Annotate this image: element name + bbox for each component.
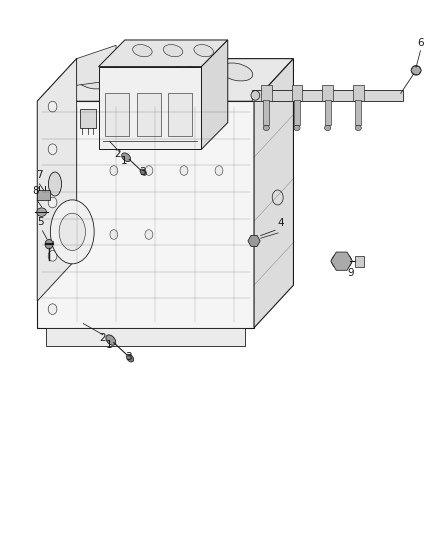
Text: 1: 1 [121, 157, 127, 166]
Text: 5: 5 [37, 217, 44, 227]
Ellipse shape [140, 169, 146, 175]
Ellipse shape [272, 190, 283, 205]
Polygon shape [37, 59, 293, 101]
Text: 3: 3 [139, 167, 145, 177]
Polygon shape [77, 45, 116, 85]
Bar [37, 190, 50, 200]
Bar [355, 100, 361, 125]
Ellipse shape [145, 230, 153, 239]
Bar [137, 93, 161, 136]
Ellipse shape [263, 125, 269, 131]
Text: 4: 4 [277, 218, 284, 228]
Polygon shape [99, 67, 201, 149]
Text: 9: 9 [347, 268, 354, 278]
Polygon shape [331, 252, 353, 270]
Ellipse shape [110, 230, 118, 239]
Text: 6: 6 [417, 38, 424, 48]
Ellipse shape [124, 68, 156, 86]
Ellipse shape [355, 125, 361, 131]
Ellipse shape [50, 200, 94, 264]
Bar [353, 85, 364, 101]
Ellipse shape [215, 166, 223, 175]
Ellipse shape [332, 253, 352, 269]
Ellipse shape [106, 335, 116, 345]
Polygon shape [254, 59, 293, 328]
Polygon shape [248, 236, 260, 246]
Ellipse shape [45, 239, 53, 249]
Ellipse shape [48, 144, 57, 155]
Bar [252, 90, 403, 101]
Bar [80, 109, 96, 128]
Ellipse shape [48, 172, 61, 196]
Polygon shape [46, 328, 245, 346]
Ellipse shape [294, 125, 300, 131]
Bar [168, 93, 192, 136]
Polygon shape [201, 40, 228, 149]
Polygon shape [37, 101, 254, 328]
Bar [292, 85, 302, 101]
Ellipse shape [48, 304, 57, 314]
Bar [355, 256, 364, 266]
Text: 8: 8 [32, 186, 39, 196]
Ellipse shape [145, 166, 153, 175]
Bar [325, 100, 331, 125]
Ellipse shape [48, 197, 57, 208]
Ellipse shape [76, 71, 108, 89]
Bar [263, 100, 269, 125]
Ellipse shape [133, 45, 152, 56]
Bar [261, 85, 272, 101]
Ellipse shape [325, 125, 331, 131]
Ellipse shape [110, 166, 118, 175]
Ellipse shape [411, 66, 421, 75]
Polygon shape [411, 66, 421, 75]
Ellipse shape [163, 45, 183, 56]
Polygon shape [99, 40, 228, 67]
Ellipse shape [180, 166, 188, 175]
Text: 1: 1 [106, 341, 113, 350]
Text: 7: 7 [36, 169, 43, 180]
Ellipse shape [59, 213, 85, 251]
Text: 3: 3 [125, 352, 131, 362]
Ellipse shape [122, 153, 131, 161]
Ellipse shape [220, 63, 253, 81]
Text: 2: 2 [115, 149, 121, 159]
Bar [294, 100, 300, 125]
Ellipse shape [127, 354, 134, 362]
Ellipse shape [251, 91, 260, 100]
Ellipse shape [172, 66, 205, 84]
Ellipse shape [37, 208, 46, 216]
Bar [105, 93, 129, 136]
Ellipse shape [48, 101, 57, 112]
Ellipse shape [194, 45, 213, 56]
Text: 2: 2 [99, 333, 106, 343]
Polygon shape [37, 59, 77, 301]
Bar [322, 85, 333, 101]
Ellipse shape [48, 251, 57, 261]
